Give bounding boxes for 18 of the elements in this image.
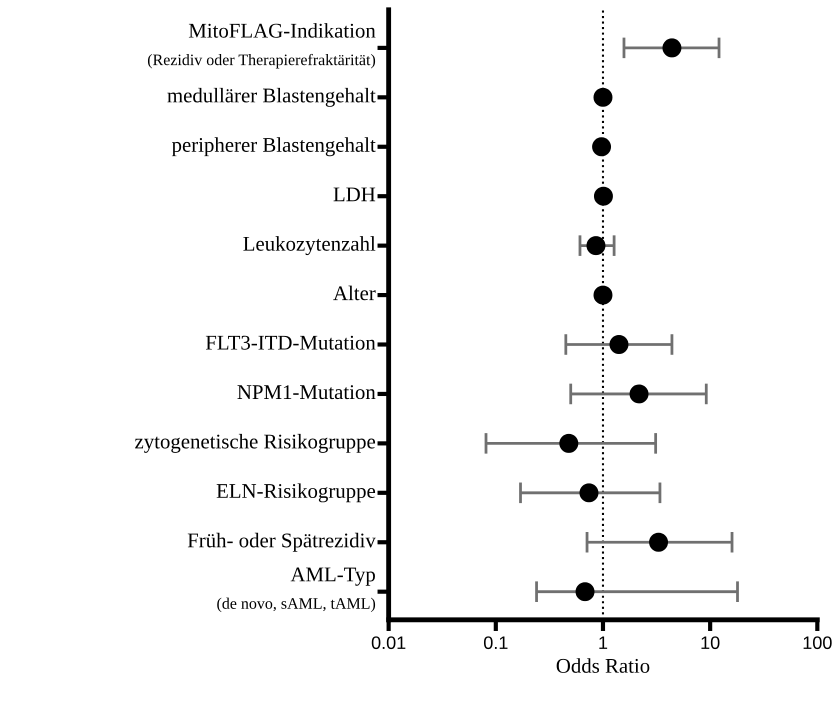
x-tick-label: 10 [701, 636, 720, 650]
y-tick-label: Leukozytenzahl [243, 236, 376, 256]
x-tick-label: 1 [599, 636, 608, 649]
y-tick-label: AML-Typ (de novo, sAML, tAML) [217, 568, 376, 612]
y-tick-label: LDH [334, 188, 376, 202]
y-tick-label: Früh- oder Spätrezidiv [188, 532, 376, 552]
y-tick-label: ELN-Risikogruppe [216, 483, 376, 502]
x-tick-label: 100 [804, 636, 832, 650]
x-axis-title: Odds Ratio [556, 658, 650, 673]
x-tick-label: 0.1 [484, 636, 508, 650]
y-tick-label: zytogenetische Risikogruppe [135, 434, 376, 453]
x-tick-label: 0.01 [372, 636, 406, 650]
y-tick-label: Alter [333, 286, 376, 300]
y-tick-label: MitoFLAG-Indikation (Rezidiv oder Therapierefraktärität) [148, 23, 376, 68]
y-tick-label: peripherer Blastengehalt [172, 137, 376, 156]
y-tick-label: NPM1-Mutation [237, 385, 376, 400]
y-tick-label: FLT3-ITD-Mutation [206, 336, 376, 350]
y-tick-label: medullärer Blastengehalt [167, 88, 376, 107]
